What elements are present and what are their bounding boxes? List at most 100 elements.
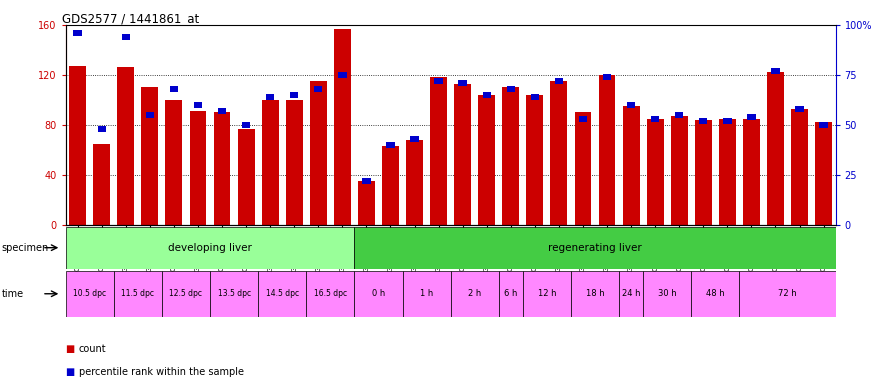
Bar bbox=[454, 84, 471, 225]
Bar bbox=[258, 271, 306, 317]
Bar bbox=[74, 30, 82, 36]
Bar bbox=[571, 271, 620, 317]
Bar bbox=[145, 112, 154, 118]
Bar bbox=[550, 81, 567, 225]
Bar bbox=[691, 271, 739, 317]
Bar bbox=[651, 116, 660, 122]
Bar bbox=[434, 78, 443, 84]
Text: 0 h: 0 h bbox=[372, 289, 385, 298]
Text: time: time bbox=[2, 289, 24, 299]
Bar bbox=[739, 271, 836, 317]
Bar bbox=[527, 95, 543, 225]
Bar bbox=[190, 111, 206, 225]
Bar bbox=[819, 122, 828, 128]
Bar bbox=[210, 271, 258, 317]
Bar bbox=[162, 271, 210, 317]
Bar bbox=[262, 100, 278, 225]
Bar bbox=[94, 144, 110, 225]
Bar bbox=[430, 78, 447, 225]
Bar bbox=[451, 271, 499, 317]
Text: 6 h: 6 h bbox=[504, 289, 517, 298]
Text: 18 h: 18 h bbox=[585, 289, 605, 298]
Text: 2 h: 2 h bbox=[468, 289, 481, 298]
Bar bbox=[695, 120, 711, 225]
Bar bbox=[314, 86, 323, 92]
Bar bbox=[747, 114, 756, 120]
Bar bbox=[97, 126, 106, 132]
Bar bbox=[643, 271, 691, 317]
Bar bbox=[306, 271, 354, 317]
Bar bbox=[699, 118, 708, 124]
Bar bbox=[555, 78, 564, 84]
Bar bbox=[499, 271, 523, 317]
Bar bbox=[66, 227, 354, 269]
Bar bbox=[767, 73, 784, 225]
Bar bbox=[578, 116, 587, 122]
Bar bbox=[193, 102, 202, 108]
Bar bbox=[290, 92, 298, 98]
Bar bbox=[358, 181, 374, 225]
Bar bbox=[603, 74, 612, 80]
Bar bbox=[530, 94, 539, 100]
Text: ■: ■ bbox=[66, 344, 75, 354]
Text: 14.5 dpc: 14.5 dpc bbox=[266, 289, 298, 298]
Bar bbox=[723, 118, 732, 124]
Bar bbox=[170, 86, 178, 92]
Bar bbox=[386, 142, 395, 148]
Bar bbox=[675, 112, 683, 118]
Bar bbox=[214, 113, 230, 225]
Bar bbox=[354, 227, 836, 269]
Bar bbox=[334, 29, 351, 225]
Bar bbox=[523, 271, 571, 317]
Bar bbox=[795, 106, 804, 112]
Text: GDS2577 / 1441861_at: GDS2577 / 1441861_at bbox=[62, 12, 199, 25]
Bar bbox=[482, 92, 491, 98]
Bar bbox=[771, 68, 780, 74]
Text: 12 h: 12 h bbox=[537, 289, 556, 298]
Bar bbox=[310, 81, 326, 225]
Text: regenerating liver: regenerating liver bbox=[548, 243, 642, 253]
Text: developing liver: developing liver bbox=[168, 243, 252, 253]
Text: 16.5 dpc: 16.5 dpc bbox=[314, 289, 346, 298]
Bar bbox=[338, 72, 346, 78]
Text: 12.5 dpc: 12.5 dpc bbox=[170, 289, 202, 298]
Bar bbox=[165, 100, 182, 225]
Text: 13.5 dpc: 13.5 dpc bbox=[218, 289, 250, 298]
Bar bbox=[816, 122, 832, 225]
Text: 1 h: 1 h bbox=[420, 289, 433, 298]
Text: 48 h: 48 h bbox=[706, 289, 724, 298]
Bar bbox=[502, 88, 519, 225]
Bar bbox=[458, 80, 467, 86]
Bar bbox=[354, 271, 402, 317]
Bar bbox=[791, 109, 808, 225]
Bar bbox=[575, 113, 592, 225]
Text: percentile rank within the sample: percentile rank within the sample bbox=[79, 367, 244, 377]
Bar bbox=[266, 94, 275, 100]
Bar bbox=[626, 102, 635, 108]
Bar bbox=[218, 108, 227, 114]
Text: count: count bbox=[79, 344, 107, 354]
Bar bbox=[122, 34, 130, 40]
Text: 30 h: 30 h bbox=[658, 289, 676, 298]
Bar bbox=[479, 95, 495, 225]
Bar bbox=[142, 88, 158, 225]
Bar bbox=[647, 119, 663, 225]
Bar bbox=[410, 136, 419, 142]
Bar bbox=[286, 100, 303, 225]
Text: 24 h: 24 h bbox=[622, 289, 640, 298]
Bar bbox=[743, 119, 760, 225]
Bar bbox=[69, 66, 86, 225]
Bar bbox=[620, 271, 643, 317]
Bar bbox=[117, 68, 134, 225]
Bar bbox=[242, 122, 250, 128]
Bar bbox=[114, 271, 162, 317]
Bar bbox=[402, 271, 451, 317]
Bar bbox=[623, 106, 640, 225]
Text: 10.5 dpc: 10.5 dpc bbox=[74, 289, 106, 298]
Bar bbox=[238, 129, 255, 225]
Bar bbox=[362, 177, 371, 184]
Text: specimen: specimen bbox=[2, 243, 49, 253]
Bar bbox=[598, 75, 615, 225]
Text: 11.5 dpc: 11.5 dpc bbox=[122, 289, 154, 298]
Text: ■: ■ bbox=[66, 367, 75, 377]
